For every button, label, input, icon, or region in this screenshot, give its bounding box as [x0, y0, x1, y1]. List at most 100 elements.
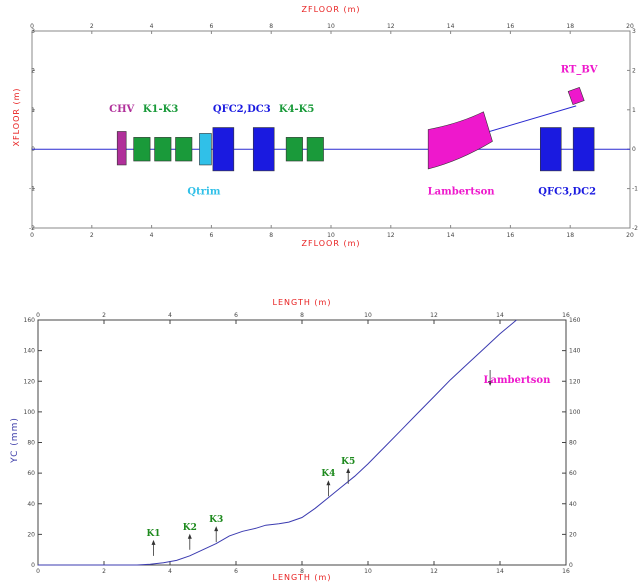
k1-magnet — [133, 137, 151, 162]
x-tick-label-bottom: 4 — [150, 232, 154, 239]
x-tick-label-top: 10 — [364, 312, 372, 319]
x-axis-title-top: LENGTH (m) — [273, 298, 332, 307]
y-tick-label-left: 1 — [31, 107, 35, 114]
x-tick-label-top: 8 — [300, 312, 304, 319]
annotation-arrowhead — [488, 381, 493, 386]
y-tick-label-left: 100 — [24, 409, 36, 416]
x-tick-label-top: 16 — [507, 23, 515, 30]
x-tick-label-top: 8 — [269, 23, 273, 30]
x-axis-title-top: ZFLOOR (m) — [302, 5, 361, 14]
x-tick-label-top: 2 — [90, 23, 94, 30]
x-tick-label-bottom: 8 — [300, 568, 304, 575]
element-label: QFC3,DC2 — [538, 187, 596, 198]
element-label: CHV — [109, 104, 134, 115]
y-axis-title: YC (mm) — [10, 417, 20, 464]
qfc2-magnet — [212, 127, 235, 172]
element-label: Qtrim — [187, 187, 220, 198]
element-label: Lambertson — [428, 187, 496, 198]
y-tick-label-left: -1 — [29, 186, 35, 193]
y-tick-label-right: 100 — [569, 409, 581, 416]
x-tick-label-top: 6 — [209, 23, 213, 30]
x-tick-label-bottom: 0 — [36, 568, 40, 575]
k5-magnet — [306, 137, 324, 162]
rt-bv-monitor — [567, 86, 585, 106]
y-tick-label-right: 1 — [632, 107, 636, 114]
y-tick-label-left: 40 — [27, 501, 35, 508]
x-tick-label-top: 16 — [562, 312, 570, 319]
dc3-magnet — [252, 127, 275, 172]
x-tick-label-bottom: 12 — [430, 568, 438, 575]
x-tick-label-top: 14 — [447, 23, 455, 30]
x-tick-label-top: 0 — [30, 23, 34, 30]
x-tick-label-bottom: 18 — [566, 232, 574, 239]
k4-magnet — [285, 137, 303, 162]
y-tick-label-left: 20 — [27, 531, 35, 538]
y-tick-label-right: -2 — [632, 225, 638, 232]
x-tick-label-top: 2 — [102, 312, 106, 319]
qfc3-magnet — [539, 127, 562, 172]
x-tick-label-top: 4 — [150, 23, 154, 30]
y-axis-title: XFLOOR (m) — [12, 88, 21, 147]
annotation-arrowhead — [326, 480, 331, 486]
y-tick-label-right: 80 — [569, 440, 577, 447]
x-tick-label-bottom: 2 — [102, 568, 106, 575]
x-axis-title-bottom: LENGTH (m) — [273, 573, 332, 582]
x-tick-label-bottom: 10 — [327, 232, 335, 239]
yc-series-line — [38, 319, 517, 566]
x-tick-label-top: 4 — [168, 312, 172, 319]
x-tick-label-bottom: 0 — [30, 232, 34, 239]
x-tick-label-bottom: 20 — [626, 232, 634, 239]
annotation-arrowhead — [151, 539, 156, 545]
y-tick-label-right: -1 — [632, 186, 638, 193]
dc2-magnet — [572, 127, 595, 172]
y-tick-label-left: 120 — [24, 378, 36, 385]
annotation-label: Lambertson — [483, 375, 551, 386]
x-tick-label-top: 20 — [626, 23, 634, 30]
x-tick-label-bottom: 10 — [364, 568, 372, 575]
y-tick-label-left: 140 — [24, 348, 36, 355]
x-tick-label-bottom: 12 — [387, 232, 395, 239]
annotation-label: K4 — [321, 469, 335, 479]
annotation-arrowhead — [187, 533, 192, 539]
x-tick-label-top: 6 — [234, 312, 238, 319]
qtrim-magnet — [199, 133, 212, 166]
x-tick-label-bottom: 6 — [234, 568, 238, 575]
annotation-label: K3 — [209, 515, 223, 525]
y-tick-label-left: 80 — [27, 440, 35, 447]
x-tick-label-bottom: 14 — [496, 568, 504, 575]
annotation-arrowhead — [346, 467, 351, 473]
x-tick-label-top: 14 — [496, 312, 504, 319]
y-tick-label-left: 2 — [31, 67, 35, 74]
x-axis-title-bottom: ZFLOOR (m) — [302, 239, 361, 248]
element-label: QFC2,DC3 — [213, 104, 271, 115]
y-tick-label-left: 0 — [31, 562, 35, 569]
x-tick-label-top: 12 — [387, 23, 395, 30]
y-tick-label-right: 40 — [569, 501, 577, 508]
element-label: K4-K5 — [279, 104, 314, 115]
element-label: RT_BV — [561, 64, 598, 75]
x-tick-label-top: 12 — [430, 312, 438, 319]
y-tick-label-right: 0 — [569, 562, 573, 569]
x-tick-label-bottom: 4 — [168, 568, 172, 575]
x-tick-label-bottom: 16 — [562, 568, 570, 575]
k3-magnet — [175, 137, 193, 162]
y-tick-label-right: 3 — [632, 28, 636, 35]
x-tick-label-bottom: 8 — [269, 232, 273, 239]
y-tick-label-right: 140 — [569, 348, 581, 355]
x-tick-label-bottom: 6 — [209, 232, 213, 239]
y-tick-label-right: 0 — [632, 146, 636, 153]
x-tick-label-bottom: 2 — [90, 232, 94, 239]
x-tick-label-top: 10 — [327, 23, 335, 30]
x-tick-label-top: 0 — [36, 312, 40, 319]
annotation-arrowhead — [214, 526, 219, 532]
x-tick-label-bottom: 14 — [447, 232, 455, 239]
chv-magnet — [116, 131, 127, 166]
annotation-label: K5 — [341, 457, 355, 467]
y-tick-label-left: 60 — [27, 470, 35, 477]
y-tick-label-left: 160 — [24, 317, 36, 324]
x-tick-label-bottom: 16 — [507, 232, 515, 239]
annotation-label: K1 — [146, 529, 160, 539]
element-label: K1-K3 — [143, 104, 178, 115]
